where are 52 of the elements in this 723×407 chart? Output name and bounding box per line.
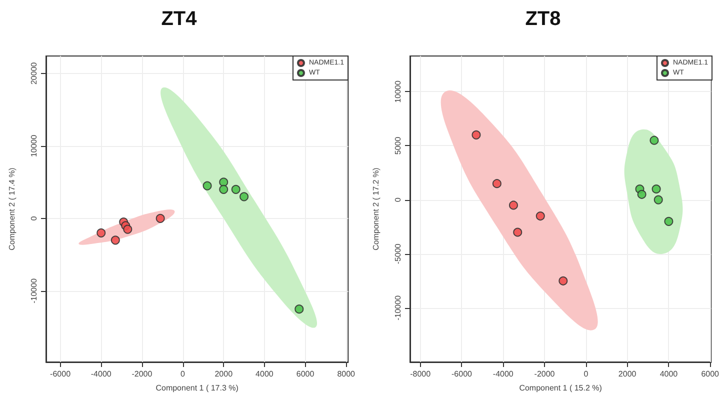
y-tick-label: -10000	[394, 294, 402, 320]
point	[513, 228, 522, 237]
y-axis-title: Component 2 ( 17.2 %)	[372, 167, 380, 250]
y-tick-label: 10000	[394, 80, 402, 103]
point	[492, 179, 502, 188]
x-tick-label: 2000	[214, 370, 234, 378]
y-tick-label: 0	[30, 216, 38, 221]
x-axis-title: Component 1 ( 17.3 %)	[156, 384, 239, 392]
x-tick-label: -6000	[50, 370, 72, 378]
y-tick-label: 10000	[30, 134, 38, 158]
chart-title: ZT4	[161, 8, 198, 30]
point	[508, 200, 518, 210]
point	[110, 236, 120, 245]
point	[96, 228, 106, 238]
point	[654, 195, 663, 204]
point	[219, 184, 228, 194]
x-tick-label: -8000	[410, 370, 432, 378]
point	[650, 136, 659, 145]
x-tick-label: 4000	[660, 370, 678, 378]
y-tick-label: -10000	[30, 278, 38, 304]
x-tick-label: 0	[584, 370, 589, 378]
point	[202, 181, 212, 190]
y-tick-label: 0	[394, 197, 402, 202]
point	[558, 276, 568, 286]
x-tick-label: -2000	[534, 370, 556, 378]
y-tick-label: -5000	[394, 243, 402, 264]
point	[637, 190, 646, 199]
x-tick-label: 4000	[256, 370, 274, 378]
chart-title: ZT8	[525, 8, 561, 30]
x-tick-label: 6000	[296, 370, 315, 378]
x-tick-label: 0	[180, 370, 186, 378]
point	[231, 184, 240, 194]
x-axis-title: Component 1 ( 15.2 %)	[519, 384, 602, 392]
point	[156, 214, 165, 223]
x-tick-label: -4000	[90, 370, 112, 378]
x-tick-label: 8000	[337, 370, 356, 378]
x-tick-label: -6000	[452, 370, 473, 378]
point	[472, 130, 481, 140]
x-tick-label: 2000	[618, 370, 637, 378]
point	[240, 192, 249, 202]
point	[536, 212, 545, 221]
y-axis-title: Component 2 ( 17.4 %)	[8, 167, 16, 250]
x-tick-label: -4000	[492, 370, 514, 378]
point	[219, 178, 228, 187]
x-tick-label: 6000	[701, 370, 720, 378]
x-tick-label: -2000	[132, 370, 153, 378]
point	[123, 224, 132, 234]
y-tick-label: 5000	[394, 136, 402, 155]
point	[664, 216, 674, 226]
point	[294, 304, 304, 314]
y-tick-label: 20000	[30, 62, 38, 85]
point	[652, 184, 661, 194]
